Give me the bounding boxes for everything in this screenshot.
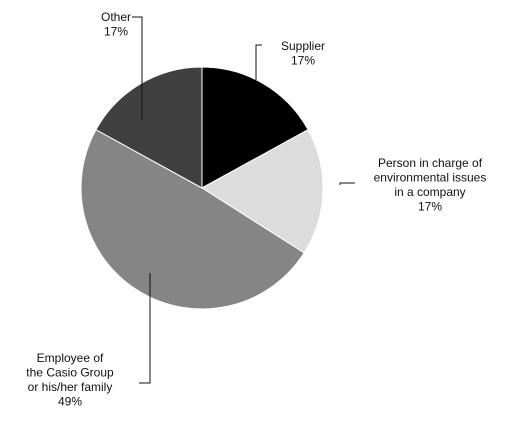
pie-slice-other bbox=[95, 66, 203, 189]
slice-value-other: 17% bbox=[104, 25, 128, 39]
leader-line-supplier bbox=[255, 44, 262, 80]
slice-label-line: Other bbox=[101, 10, 131, 24]
slice-label-line: Supplier bbox=[281, 39, 325, 53]
leader-line-other bbox=[132, 16, 143, 120]
slice-label-line: Person in charge of bbox=[378, 156, 483, 170]
pie-slice-casio-employee bbox=[80, 129, 305, 310]
slice-value-supplier: 17% bbox=[291, 54, 315, 68]
leader-lines bbox=[132, 16, 355, 384]
slice-label-supplier: Supplier 17% bbox=[281, 39, 325, 68]
pie-slices bbox=[80, 66, 324, 310]
slice-label-line: environmental issues bbox=[374, 171, 487, 185]
pie-slice-person-in-charge bbox=[201, 129, 324, 254]
leader-line-casio-employee bbox=[139, 273, 151, 384]
slice-label-casio-employee: Employee of the Casio Group or his/her fam… bbox=[26, 351, 114, 409]
slice-label-line: Employee of bbox=[37, 351, 104, 365]
slice-label-line: or his/her family bbox=[28, 380, 113, 394]
slice-label-line: in a company bbox=[394, 185, 465, 199]
slice-label-line: the Casio Group bbox=[26, 366, 114, 380]
slice-value-person-in-charge: 17% bbox=[418, 200, 442, 214]
leader-line-person-in-charge bbox=[339, 182, 355, 185]
pie-slice-supplier bbox=[201, 66, 309, 189]
slice-label-person-in-charge: Person in charge of environmental issues i… bbox=[374, 156, 487, 214]
slice-label-other: Other 17% bbox=[101, 10, 131, 39]
slice-value-casio-employee: 49% bbox=[58, 395, 82, 409]
slice-labels: Supplier 17%Person in charge of environmen… bbox=[26, 10, 486, 409]
